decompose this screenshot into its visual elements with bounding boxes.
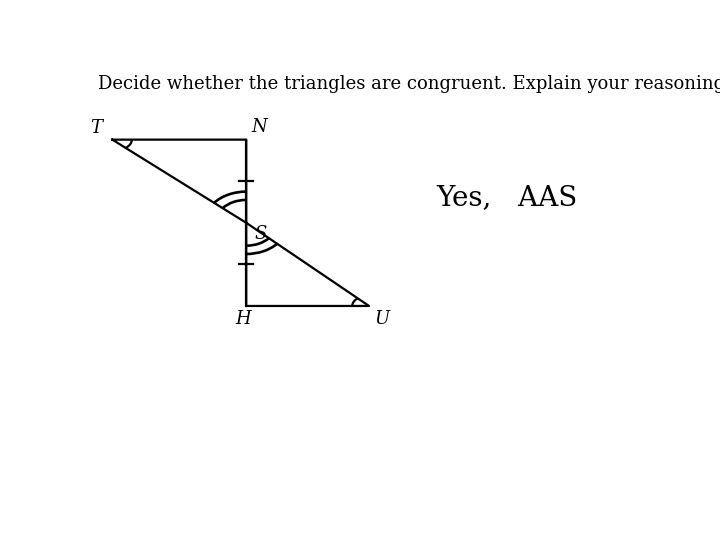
Text: T: T xyxy=(90,119,102,137)
Text: S: S xyxy=(254,225,266,243)
Text: Decide whether the triangles are congruent. Explain your reasoning.: Decide whether the triangles are congrue… xyxy=(99,75,720,93)
Text: H: H xyxy=(235,310,251,328)
Text: U: U xyxy=(374,310,389,328)
Text: Yes,   AAS: Yes, AAS xyxy=(436,184,577,211)
Text: N: N xyxy=(251,118,267,136)
